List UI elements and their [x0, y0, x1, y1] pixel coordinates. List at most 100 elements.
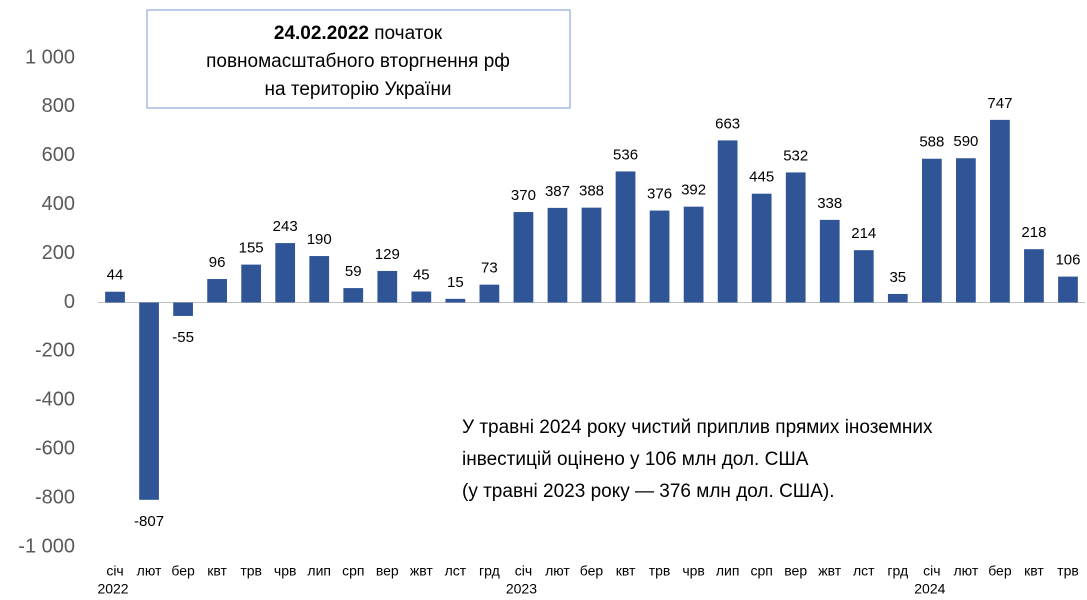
x-tick-label: жвт [410, 563, 433, 579]
y-tick-label: 600 [42, 144, 75, 166]
bar [683, 206, 704, 303]
value-label: 59 [345, 263, 362, 280]
y-tick-label: -200 [35, 340, 75, 362]
bar [241, 264, 262, 303]
value-label: 129 [375, 246, 400, 263]
bar [649, 210, 670, 303]
value-label: 155 [239, 240, 264, 257]
note-line: У травні 2024 року чистий приплив прямих… [462, 417, 933, 438]
y-tick-label: 1 000 [25, 46, 75, 68]
bar [1024, 249, 1044, 303]
x-tick-label: трв [240, 563, 262, 579]
x-tick-label: лип [716, 563, 740, 579]
x-tick-label: лют [953, 563, 978, 579]
bar [853, 250, 874, 303]
x-tick-label: січ [923, 563, 940, 579]
x-tick-label: срп [750, 563, 772, 579]
value-label: 588 [919, 134, 944, 151]
x-tick-label: срп [342, 563, 364, 579]
bar [887, 293, 908, 303]
bar [615, 171, 636, 303]
x-tick-label: лют [545, 563, 570, 579]
value-label: 663 [715, 115, 740, 132]
x-tick-label: бер [171, 563, 195, 579]
bar [479, 284, 500, 303]
x-tick-label: січ [515, 563, 532, 579]
x-tick-label: квт [1024, 563, 1044, 579]
value-label: 44 [107, 267, 124, 284]
x-tick-label: трв [1057, 563, 1079, 579]
bar [990, 119, 1010, 303]
note-line: інвестицій оцінено у 106 млн дол. США [462, 449, 809, 470]
x-tick-label: вер [376, 563, 399, 579]
value-label: 536 [613, 146, 638, 163]
bar [207, 279, 227, 303]
bar [173, 302, 193, 316]
y-tick-label: -800 [35, 486, 75, 508]
value-label: 532 [783, 147, 808, 164]
bar [751, 193, 772, 303]
x-tick-label: чрв [274, 563, 297, 579]
x-tick-label: квт [616, 563, 636, 579]
value-label: 392 [681, 182, 706, 199]
annotation-text: початок [369, 23, 443, 44]
bar [819, 219, 840, 303]
bar [445, 298, 466, 303]
value-label: 106 [1055, 252, 1080, 269]
x-tick-label: бер [988, 563, 1012, 579]
x-tick-label: трв [649, 563, 671, 579]
year-label: 2023 [506, 581, 537, 597]
value-label: 35 [889, 269, 906, 286]
y-tick-label: -600 [35, 437, 75, 459]
value-label: 387 [545, 183, 570, 200]
bar [785, 172, 806, 303]
bar [581, 207, 602, 303]
value-label: -55 [172, 329, 194, 346]
x-tick-label: жвт [818, 563, 841, 579]
value-label: 590 [953, 133, 978, 150]
value-label: 45 [413, 266, 430, 283]
x-tick-label: грд [479, 563, 500, 579]
year-label: 2024 [914, 581, 945, 597]
x-tick-label: лст [445, 563, 467, 579]
y-tick-label: 800 [42, 95, 75, 117]
annotation-line: на територію України [265, 79, 452, 100]
bar [1058, 276, 1078, 303]
bar [411, 291, 432, 303]
y-tick-label: 0 [64, 291, 75, 313]
annotation-line: повномасштабного вторгнення рф [206, 51, 510, 72]
annotation-line: 24.02.2022 початок [274, 23, 443, 44]
y-tick-label: -1 000 [18, 535, 75, 557]
y-tick-label: -400 [35, 389, 75, 411]
bar [513, 212, 534, 303]
bar [139, 302, 159, 500]
value-label: 445 [749, 169, 774, 186]
x-tick-label: чрв [682, 563, 705, 579]
year-label: 2022 [97, 581, 128, 597]
bar [275, 243, 296, 303]
value-label: 376 [647, 186, 672, 203]
value-label: 15 [447, 274, 464, 291]
x-tick-label: лип [307, 563, 331, 579]
bar [309, 256, 330, 303]
bar [105, 291, 125, 303]
value-label: 370 [511, 187, 536, 204]
x-tick-label: вер [784, 563, 807, 579]
bar [547, 207, 568, 303]
y-tick-label: 400 [42, 193, 75, 215]
x-tick-label: січ [106, 563, 123, 579]
x-tick-label: грд [887, 563, 908, 579]
value-label: 218 [1021, 224, 1046, 241]
value-label: 243 [273, 218, 298, 235]
value-label: -807 [134, 513, 164, 530]
y-tick-label: 200 [42, 242, 75, 264]
x-tick-label: квт [207, 563, 227, 579]
bar [717, 140, 738, 303]
value-label: 747 [987, 95, 1012, 112]
bar [956, 158, 976, 303]
x-tick-label: бер [580, 563, 604, 579]
note-line: (у травні 2023 року — 376 млн дол. США). [462, 481, 835, 502]
bar [921, 158, 942, 303]
value-label: 214 [851, 225, 876, 242]
